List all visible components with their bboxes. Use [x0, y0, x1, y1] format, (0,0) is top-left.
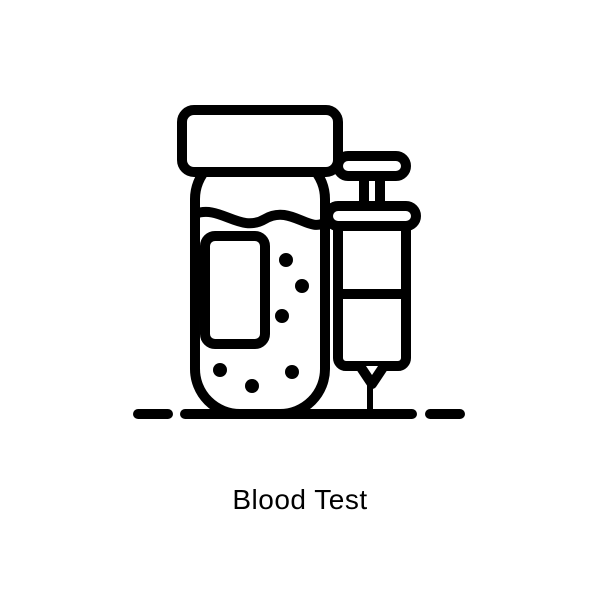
blood-test-illustration: Blood Test	[0, 0, 600, 600]
blood-test-icon	[120, 84, 480, 464]
caption-label: Blood Test	[232, 484, 367, 516]
